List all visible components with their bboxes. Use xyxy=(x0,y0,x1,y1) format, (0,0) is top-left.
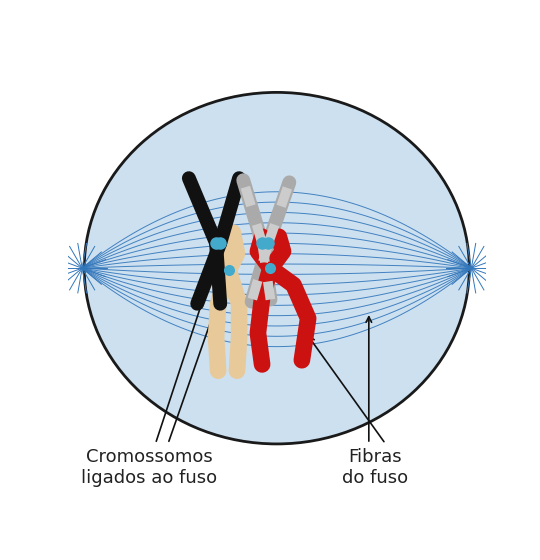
Text: Fibras
do fuso: Fibras do fuso xyxy=(342,448,408,487)
Text: Cromossomos
ligados ao fuso: Cromossomos ligados ao fuso xyxy=(81,448,217,487)
Ellipse shape xyxy=(84,92,469,444)
